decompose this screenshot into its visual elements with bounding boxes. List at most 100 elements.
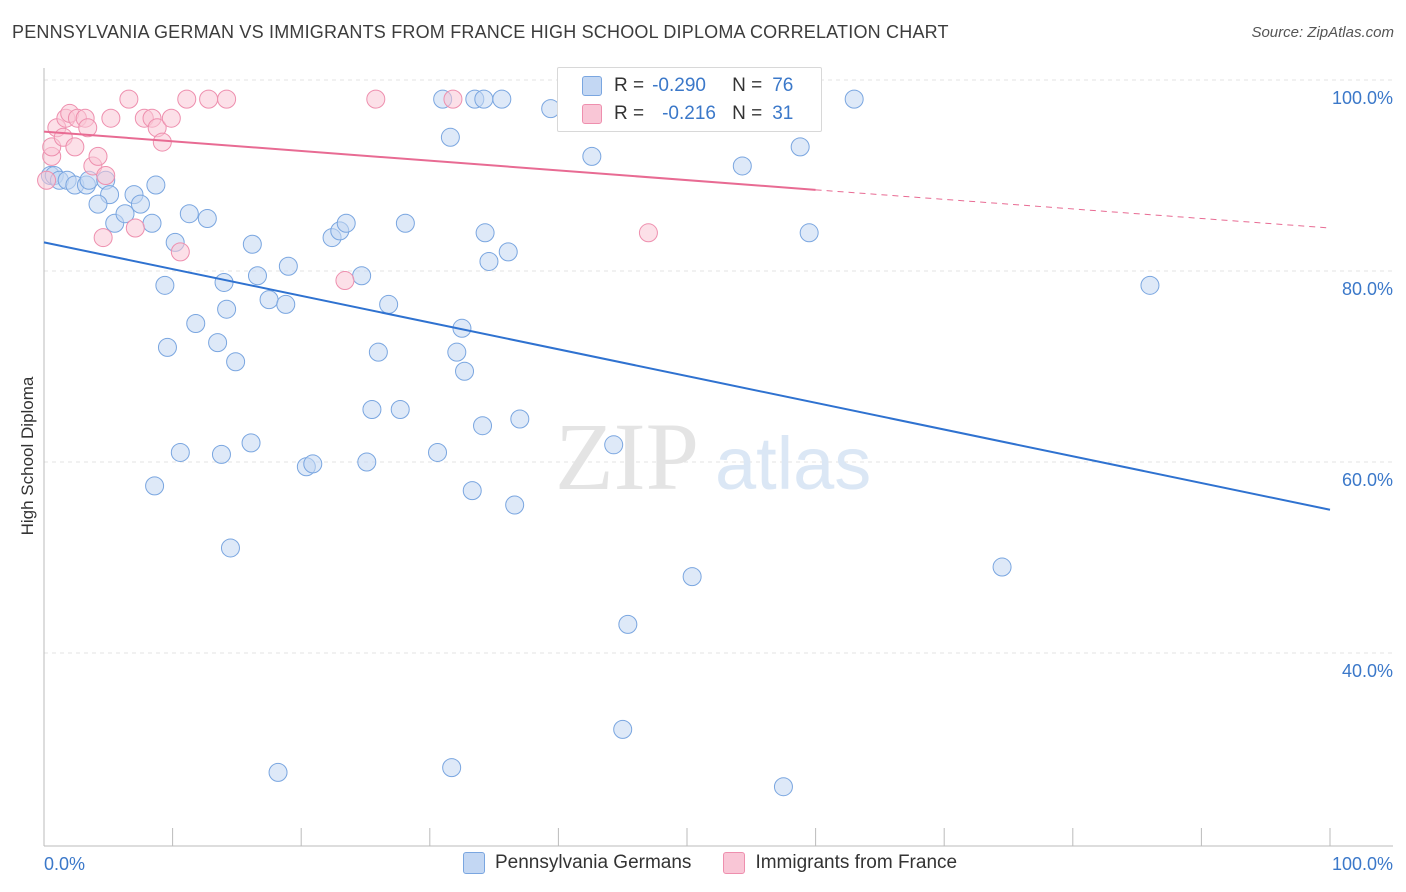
legend-r-label-blue: R = bbox=[614, 75, 645, 96]
pennsylvania-germans-point-71 bbox=[682, 567, 702, 587]
pennsylvania-germans-point-69 bbox=[618, 614, 638, 634]
axes bbox=[43, 68, 1393, 847]
legend-swatch-pink bbox=[582, 104, 602, 124]
immigrants-from-france-point-7 bbox=[65, 137, 85, 157]
pennsylvania-germans-point-35 bbox=[395, 213, 415, 233]
pennsylvania-germans-point-19 bbox=[214, 272, 234, 292]
immigrants-from-france-point-21 bbox=[170, 242, 190, 262]
immigrants-from-france-point-30 bbox=[125, 218, 145, 238]
legend-n-label-pink: N = bbox=[732, 103, 763, 124]
immigrants-from-france-point-25 bbox=[335, 271, 355, 291]
pennsylvania-germans-point-15 bbox=[146, 175, 166, 195]
trend-line-pennsylvania-germans bbox=[43, 241, 1331, 511]
trend-lines bbox=[43, 130, 1331, 511]
pennsylvania-germans-point-58 bbox=[428, 442, 448, 462]
pennsylvania-germans-point-62 bbox=[479, 251, 499, 271]
pennsylvania-germans-point-77 bbox=[1140, 275, 1160, 295]
legend-row-blue: R = -0.290 N = 76 bbox=[582, 73, 793, 99]
pennsylvania-germans-point-21 bbox=[242, 234, 262, 254]
legend-item-pennsylvania-germans: Pennsylvania Germans bbox=[463, 852, 691, 874]
grid bbox=[44, 79, 1392, 654]
immigrants-from-france-point-13 bbox=[96, 166, 116, 185]
pennsylvania-germans-point-68 bbox=[604, 435, 624, 455]
watermark: ZIP atlas bbox=[555, 403, 871, 510]
legend-swatch-blue bbox=[582, 76, 602, 96]
pennsylvania-germans-point-23 bbox=[259, 290, 279, 310]
pennsylvania-germans-point-75 bbox=[844, 89, 864, 109]
y-axis-title: High School Diploma bbox=[18, 376, 37, 536]
watermark-zip: ZIP bbox=[555, 403, 699, 510]
pennsylvania-germans-point-13 bbox=[130, 194, 150, 214]
legend-row-pink: R = -0.216 N = 31 bbox=[582, 101, 793, 127]
x-tick-label-min: 0.0% bbox=[44, 854, 85, 874]
pennsylvania-germans-point-55 bbox=[447, 342, 467, 362]
immigrants-from-france-point-15 bbox=[119, 89, 139, 109]
chart-title: PENNSYLVANIA GERMAN VS IMMIGRANTS FROM F… bbox=[12, 22, 949, 42]
pennsylvania-germans-point-17 bbox=[179, 204, 199, 224]
pennsylvania-germans-point-48 bbox=[303, 454, 323, 474]
immigrants-from-france-point-14 bbox=[101, 108, 121, 128]
pennsylvania-germans-point-25 bbox=[278, 256, 298, 276]
trend-line-immigrants-from-france-extension bbox=[815, 189, 1331, 229]
legend-swatch-immigrants-from-france bbox=[723, 852, 746, 874]
immigrants-from-france-point-23 bbox=[199, 89, 219, 109]
pennsylvania-germans-point-11 bbox=[115, 204, 135, 224]
axis-labels: 100.0% 80.0% 60.0% 40.0% 0.0% 100.0% bbox=[44, 88, 1393, 874]
legend-r-value-blue: -0.290 bbox=[652, 75, 706, 96]
immigrants-from-france-point-22 bbox=[177, 89, 197, 109]
pennsylvania-germans-point-32 bbox=[362, 399, 382, 419]
pennsylvania-germans-point-37 bbox=[186, 314, 206, 334]
pennsylvania-germans-point-36 bbox=[208, 333, 228, 353]
y-tick-label-1: 80.0% bbox=[1342, 279, 1393, 299]
pennsylvania-germans-point-42 bbox=[157, 337, 177, 357]
pennsylvania-germans-point-59 bbox=[462, 481, 482, 501]
pennsylvania-germans-point-28 bbox=[336, 213, 356, 233]
correlation-legend: R = -0.290 N = 76 R = -0.216 N = 31 bbox=[557, 67, 822, 132]
pennsylvania-germans-point-50 bbox=[440, 127, 460, 147]
legend-item-immigrants-from-france: Immigrants from France bbox=[723, 852, 957, 874]
legend-swatch-pennsylvania-germans bbox=[463, 852, 485, 874]
y-tick-label-0: 100.0% bbox=[1332, 88, 1393, 108]
pennsylvania-germans-point-31 bbox=[379, 294, 399, 314]
pennsylvania-germans-point-65 bbox=[505, 495, 525, 515]
pennsylvania-germans-point-24 bbox=[276, 294, 296, 314]
pennsylvania-germans-point-44 bbox=[170, 442, 190, 462]
series-pennsylvania-germans bbox=[40, 89, 1160, 797]
pennsylvania-germans-point-40 bbox=[211, 444, 231, 464]
pennsylvania-germans-point-38 bbox=[226, 352, 246, 372]
pennsylvania-germans-point-74 bbox=[773, 777, 793, 797]
pennsylvania-germans-point-56 bbox=[455, 361, 475, 381]
pennsylvania-germans-point-14 bbox=[142, 213, 162, 233]
pennsylvania-germans-point-46 bbox=[268, 762, 288, 782]
pennsylvania-germans-point-43 bbox=[145, 476, 165, 496]
pennsylvania-germans-point-72 bbox=[732, 156, 752, 176]
legend-n-value-blue: 76 bbox=[772, 75, 794, 96]
watermark-atlas: atlas bbox=[715, 422, 871, 505]
immigrants-from-france-point-10 bbox=[78, 118, 98, 138]
pennsylvania-germans-point-63 bbox=[498, 242, 518, 262]
pennsylvania-germans-point-18 bbox=[197, 208, 217, 228]
legend-n-label-blue: N = bbox=[732, 75, 763, 96]
series-legend: Pennsylvania Germans Immigrants from Fra… bbox=[463, 852, 989, 874]
immigrants-from-france-point-26 bbox=[366, 89, 386, 109]
legend-r-value-pink: -0.216 bbox=[662, 103, 716, 124]
pennsylvania-germans-point-22 bbox=[247, 266, 267, 286]
legend-n-value-pink: 31 bbox=[772, 103, 794, 124]
series-immigrants-from-france bbox=[37, 89, 658, 291]
pennsylvania-germans-point-30 bbox=[368, 342, 388, 362]
pennsylvania-germans-point-41 bbox=[155, 275, 175, 295]
immigrants-from-france-point-28 bbox=[638, 223, 658, 243]
immigrants-from-france-point-27 bbox=[443, 89, 463, 109]
pennsylvania-germans-point-33 bbox=[390, 399, 410, 419]
pennsylvania-germans-point-53 bbox=[492, 89, 512, 109]
immigrants-from-france-point-20 bbox=[161, 108, 181, 128]
pennsylvania-germans-point-67 bbox=[582, 146, 602, 166]
immigrants-from-france-point-12 bbox=[88, 146, 108, 166]
x-tick-label-max: 100.0% bbox=[1332, 854, 1393, 874]
y-tick-label-3: 40.0% bbox=[1342, 661, 1393, 681]
immigrants-from-france-point-19 bbox=[152, 132, 172, 152]
pennsylvania-germans-point-20 bbox=[217, 299, 237, 319]
pennsylvania-germans-point-9 bbox=[88, 194, 108, 214]
pennsylvania-germans-point-76 bbox=[992, 557, 1012, 577]
pennsylvania-germans-point-45 bbox=[220, 538, 240, 558]
